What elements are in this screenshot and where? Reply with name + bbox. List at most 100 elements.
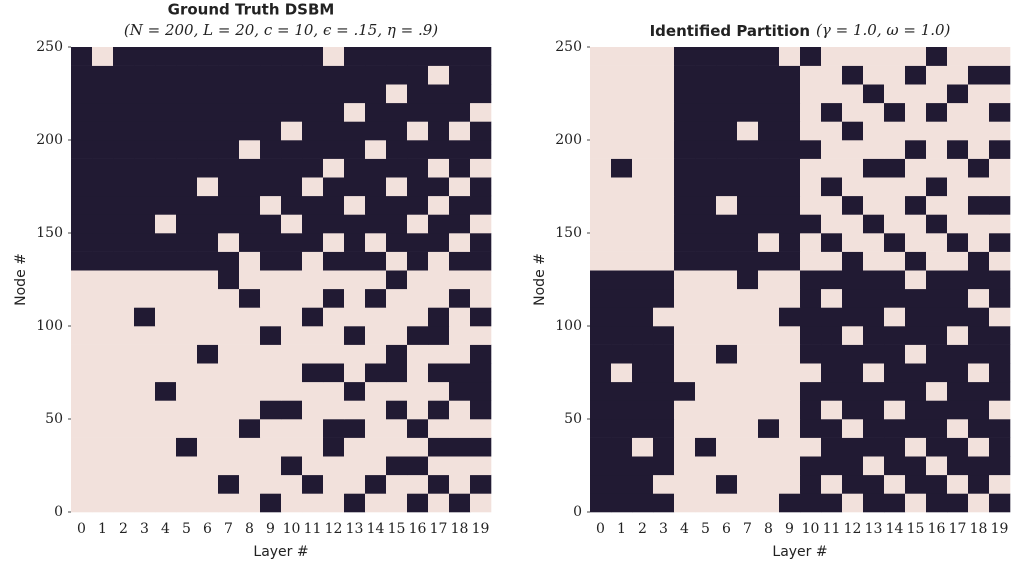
heatmap-cell xyxy=(968,47,990,66)
y-tick-label: 50 xyxy=(45,411,63,427)
heatmap-cell xyxy=(302,84,324,104)
heatmap-cell xyxy=(218,102,240,122)
heatmap-cell xyxy=(947,102,969,122)
heatmap-cell xyxy=(323,251,345,271)
heatmap-cell xyxy=(449,326,471,345)
heatmap-cell xyxy=(134,493,156,513)
heatmap-cell xyxy=(821,456,843,476)
heatmap-cell xyxy=(947,344,969,364)
heatmap-cell xyxy=(632,84,654,104)
heatmap-cell xyxy=(653,493,675,513)
heatmap-cell xyxy=(884,456,906,476)
heatmap-cell xyxy=(323,400,345,420)
heatmap-cell xyxy=(344,233,366,252)
heatmap-cell xyxy=(590,195,612,215)
heatmap-cell xyxy=(695,102,717,122)
heatmap-cell xyxy=(674,474,696,494)
heatmap-cell xyxy=(800,140,822,159)
heatmap-cell xyxy=(800,456,822,476)
heatmap-cell xyxy=(155,326,177,345)
heatmap-cell xyxy=(716,381,738,401)
x-tick-label: 7 xyxy=(224,521,233,537)
heatmap-cell xyxy=(92,437,114,457)
heatmap-cell xyxy=(653,84,675,104)
heatmap-cell xyxy=(611,381,633,401)
heatmap-cell xyxy=(590,251,612,271)
heatmap-cell xyxy=(428,307,450,327)
heatmap-cell xyxy=(92,233,114,252)
heatmap-cell xyxy=(758,270,780,290)
heatmap-cell xyxy=(260,307,282,327)
heatmap-cell xyxy=(365,344,387,364)
heatmap-cell xyxy=(239,456,261,476)
x-tick-label: 18 xyxy=(451,521,469,537)
heatmap-cell xyxy=(842,307,864,327)
heatmap-cell xyxy=(716,270,738,290)
heatmap-cell xyxy=(821,363,843,383)
heatmap-cell xyxy=(884,288,906,308)
heatmap-cell xyxy=(176,102,198,122)
heatmap-cell xyxy=(779,233,801,252)
heatmap-cell xyxy=(218,65,240,85)
heatmap-cell xyxy=(470,400,492,420)
heatmap-cell xyxy=(449,400,471,420)
heatmap-cell xyxy=(716,102,738,122)
heatmap-cell xyxy=(281,233,303,252)
heatmap-cell xyxy=(926,102,948,122)
heatmap-cell xyxy=(968,419,990,438)
heatmap-cell xyxy=(470,251,492,271)
heatmap-cell xyxy=(737,381,759,401)
heatmap-cell xyxy=(197,437,219,457)
heatmap-cell xyxy=(758,493,780,513)
heatmap-cell xyxy=(365,177,387,197)
heatmap-cell xyxy=(590,177,612,197)
heatmap-cell xyxy=(695,233,717,252)
heatmap-cell xyxy=(344,214,366,234)
heatmap-cell xyxy=(842,474,864,494)
chart-title-line: Identified Partition (γ = 1.0, ω = 1.0) xyxy=(650,21,951,40)
heatmap-cell xyxy=(653,177,675,197)
heatmap-cell xyxy=(716,233,738,252)
heatmap-cell xyxy=(674,84,696,104)
heatmap-cell xyxy=(323,326,345,345)
heatmap-cell xyxy=(281,326,303,345)
heatmap-cell xyxy=(302,474,324,494)
heatmap-cell xyxy=(737,140,759,159)
heatmap-cell xyxy=(611,47,633,66)
heatmap-cell xyxy=(302,47,324,66)
heatmap-cell xyxy=(947,251,969,271)
heatmap-cell xyxy=(113,437,135,457)
heatmap-cell xyxy=(863,140,885,159)
heatmap-cell xyxy=(71,177,93,197)
heatmap-cell xyxy=(590,474,612,494)
heatmap-cell xyxy=(779,102,801,122)
heatmap-cell xyxy=(365,381,387,401)
y-axis-label: Node # xyxy=(532,253,548,306)
heatmap-cell xyxy=(197,363,219,383)
heatmap-cell xyxy=(821,307,843,327)
heatmap-cell xyxy=(197,177,219,197)
heatmap-cell xyxy=(134,363,156,383)
heatmap-cell xyxy=(968,474,990,494)
heatmap-cell xyxy=(926,474,948,494)
heatmap-cell xyxy=(926,233,948,252)
heatmap-cell xyxy=(113,344,135,364)
heatmap-cell xyxy=(386,233,408,252)
heatmap-cell xyxy=(365,419,387,438)
heatmap-cell xyxy=(323,214,345,234)
heatmap-cell xyxy=(323,381,345,401)
heatmap-cell xyxy=(470,419,492,438)
heatmap-cell xyxy=(323,47,345,66)
heatmap-cell xyxy=(653,121,675,141)
heatmap-cell xyxy=(842,381,864,401)
heatmap-cell xyxy=(947,400,969,420)
heatmap-cell xyxy=(323,474,345,494)
heatmap-cell xyxy=(989,177,1011,197)
heatmap-cell xyxy=(884,307,906,327)
heatmap-cell xyxy=(716,47,738,66)
heatmap-cell xyxy=(281,270,303,290)
heatmap-cell xyxy=(386,47,408,66)
heatmap-cell xyxy=(989,233,1011,252)
heatmap-cell xyxy=(758,84,780,104)
heatmap-cell xyxy=(884,84,906,104)
